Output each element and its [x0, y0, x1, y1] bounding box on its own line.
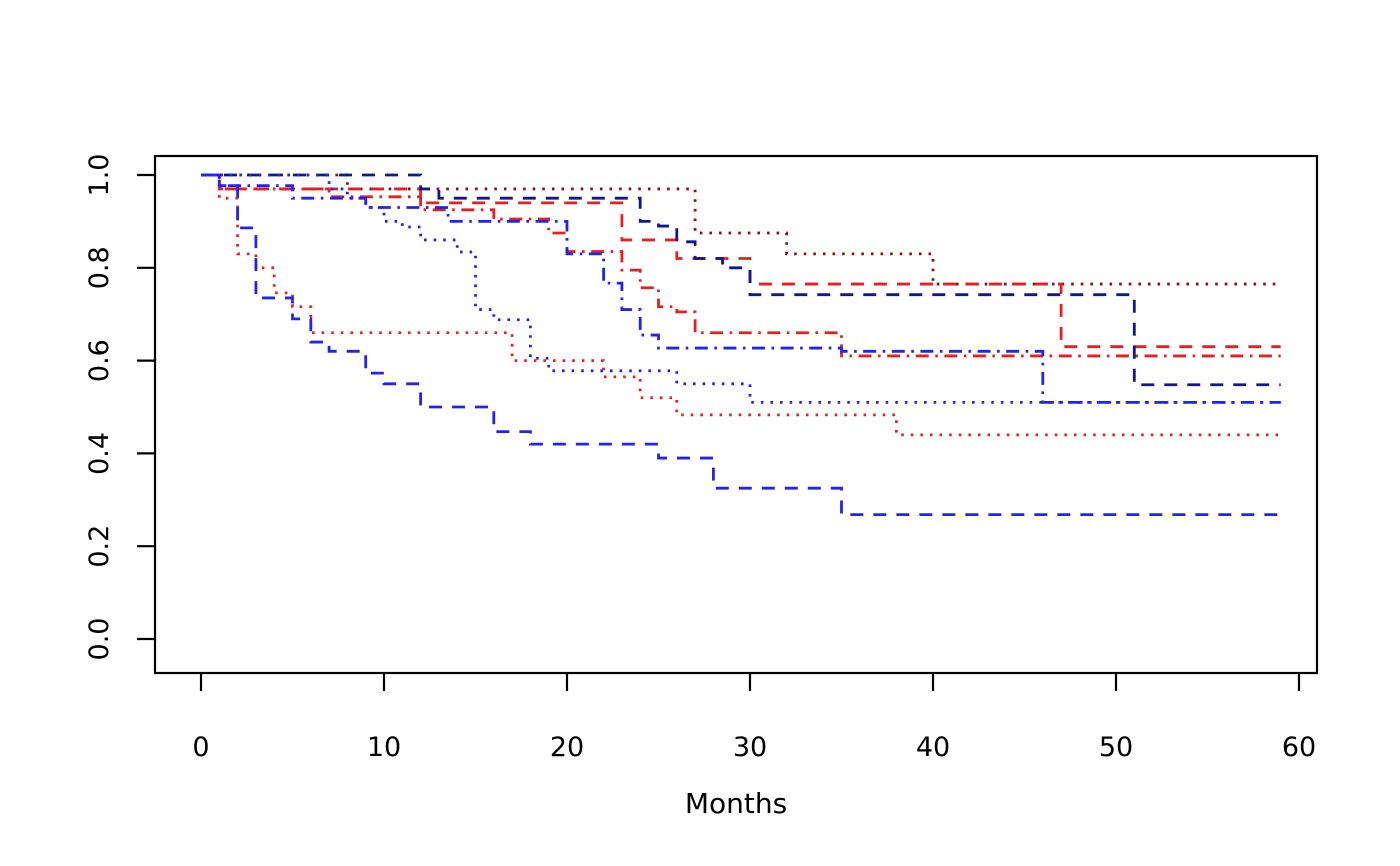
x-tick-label: 60 [1282, 732, 1316, 763]
y-tick-label: 0.0 [84, 618, 115, 661]
y-tick-label: 1.0 [84, 154, 115, 197]
y-tick-label: 0.2 [84, 525, 115, 568]
plot-box [153, 154, 1319, 675]
x-tick-label: 0 [192, 732, 209, 763]
series-line-red-dashdot [201, 173, 1281, 358]
series-line-blue-dashed [201, 173, 1281, 517]
x-tick-label: 50 [1099, 732, 1133, 763]
series-line-red-dashed [201, 173, 1281, 349]
y-tick-label: 0.4 [84, 432, 115, 475]
x-tick-label: 20 [550, 732, 584, 763]
series-line-darkred-dotted [201, 173, 1281, 286]
series-line-blue-dotted [201, 173, 1281, 404]
x-tick-label: 10 [367, 732, 401, 763]
x-tick-label: 30 [733, 732, 767, 763]
axis-ticks [137, 173, 1301, 691]
series-lines [201, 173, 1281, 517]
plot-frame [153, 154, 1319, 675]
y-tick-label: 0.6 [84, 339, 115, 382]
series-line-blue-dashdot [201, 173, 1281, 404]
x-tick-label: 40 [916, 732, 950, 763]
series-line-red-dotted [201, 173, 1281, 437]
x-axis-title: Months [685, 787, 787, 820]
y-tick-label: 0.8 [84, 246, 115, 289]
axis-tick-labels: 0 10 20 30 40 50 60 0.0 0.2 0.4 0.6 0.8 1.0 [84, 154, 1316, 763]
series-line-darkblue-dashed [201, 173, 1281, 387]
